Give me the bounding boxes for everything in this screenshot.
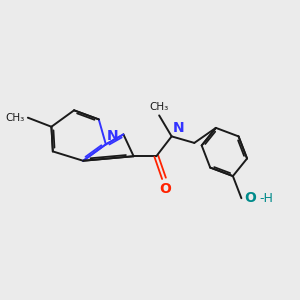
Text: CH₃: CH₃ — [6, 113, 25, 123]
Text: O: O — [244, 191, 256, 205]
Text: CH₃: CH₃ — [149, 102, 169, 112]
Text: -H: -H — [259, 192, 273, 205]
Text: N: N — [173, 121, 184, 135]
Text: N: N — [107, 129, 118, 143]
Text: O: O — [160, 182, 171, 196]
